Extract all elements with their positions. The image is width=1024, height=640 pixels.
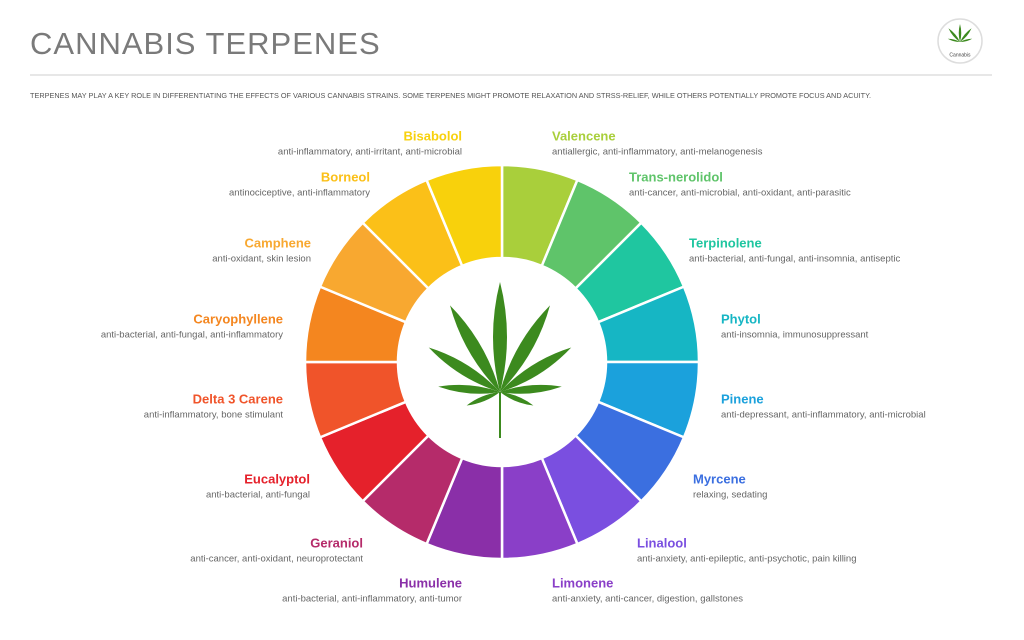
- terpene-effects: anti-bacterial, anti-fungal, anti-insomn…: [689, 254, 900, 265]
- terpene-name: Valencene: [552, 128, 616, 143]
- terpene-effects: anti-oxidant, skin lesion: [212, 254, 311, 265]
- logo-text: Cannabis: [949, 52, 971, 58]
- terpene-name: Humulene: [399, 575, 462, 590]
- terpene-name: Linalool: [637, 535, 687, 550]
- terpene-name: Delta 3 Carene: [193, 391, 283, 406]
- wheel: [303, 163, 701, 561]
- terpene-name: Caryophyllene: [193, 311, 283, 326]
- title: CANNABIS TERPENES: [30, 26, 381, 61]
- terpene-name: Myrcene: [693, 471, 746, 486]
- terpene-effects: anti-insomnia, immunosuppressant: [721, 330, 869, 341]
- terpene-effects: anti-bacterial, anti-fungal, anti-inflam…: [101, 330, 283, 341]
- terpene-effects: anti-inflammatory, bone stimulant: [144, 410, 284, 421]
- wheel-segment: [424, 163, 504, 268]
- terpene-name: Camphene: [245, 235, 311, 250]
- terpene-name: Bisabolol: [403, 128, 462, 143]
- terpene-effects: antiallergic, anti-inflammatory, anti-me…: [552, 147, 763, 158]
- logo-leaf: [947, 24, 973, 43]
- logo: Cannabis: [937, 18, 983, 64]
- terpene-effects: antinociceptive, anti-inflammatory: [229, 188, 370, 199]
- subtitle: TERPENES MAY PLAY A KEY ROLE IN DIFFEREN…: [30, 91, 871, 100]
- terpene-name: Eucalyptol: [244, 471, 310, 486]
- terpene-effects: anti-inflammatory, anti-irritant, anti-m…: [278, 147, 462, 158]
- terpene-name: Geraniol: [310, 535, 363, 550]
- terpene-effects: anti-cancer, anti-oxidant, neuroprotecta…: [190, 554, 363, 565]
- terpene-effects: anti-cancer, anti-microbial, anti-oxidan…: [629, 188, 851, 199]
- terpene-effects: anti-anxiety, anti-cancer, digestion, ga…: [552, 594, 743, 605]
- terpene-name: Limonene: [552, 575, 613, 590]
- terpene-name: Pinene: [721, 391, 764, 406]
- terpene-name: Borneol: [321, 169, 370, 184]
- terpene-effects: anti-bacterial, anti-inflammatory, anti-…: [282, 594, 462, 605]
- terpene-effects: anti-depressant, anti-inflammatory, anti…: [721, 410, 926, 421]
- terpene-effects: relaxing, sedating: [693, 490, 767, 501]
- terpene-name: Trans-nerolidol: [629, 169, 723, 184]
- center-leaf: [428, 282, 572, 438]
- terpene-name: Terpinolene: [689, 235, 762, 250]
- terpene-effects: anti-bacterial, anti-fungal: [206, 490, 310, 501]
- terpene-effects: anti-anxiety, anti-epileptic, anti-psych…: [637, 554, 857, 565]
- terpene-name: Phytol: [721, 311, 761, 326]
